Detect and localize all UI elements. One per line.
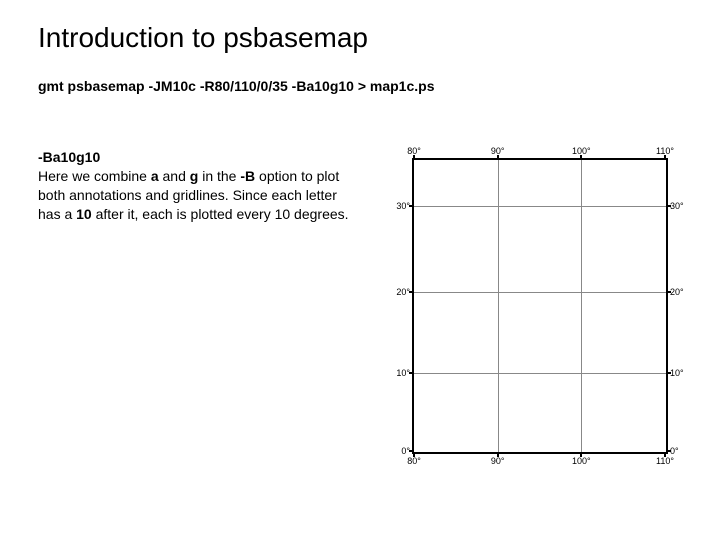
page-title: Introduction to psbasemap bbox=[38, 22, 368, 54]
desc-bold-10: 10 bbox=[76, 206, 92, 222]
desc-text: and bbox=[159, 168, 190, 184]
x-axis-label: 80° bbox=[407, 146, 421, 156]
slide: Introduction to psbasemap gmt psbasemap … bbox=[0, 0, 720, 540]
option-flag: -Ba10g10 bbox=[38, 149, 100, 165]
map-plot: 80°80°90°90°100°100°110°110°0°0°10°10°20… bbox=[390, 144, 690, 484]
description-block: -Ba10g10 Here we combine a and g in the … bbox=[38, 148, 358, 224]
y-axis-label: 0° bbox=[670, 446, 690, 456]
x-axis-label: 110° bbox=[656, 146, 674, 156]
gridline-horizontal bbox=[414, 292, 666, 293]
x-axis-label: 90° bbox=[491, 456, 505, 466]
y-axis-label: 20° bbox=[670, 287, 690, 297]
desc-text: in the bbox=[198, 168, 240, 184]
desc-bold-a: a bbox=[151, 168, 159, 184]
x-axis-label: 100° bbox=[572, 456, 591, 466]
y-axis-label: 0° bbox=[390, 446, 410, 456]
desc-bold-B: -B bbox=[240, 168, 255, 184]
desc-text: after it, each is plotted every 10 degre… bbox=[92, 206, 349, 222]
gridline-horizontal bbox=[414, 373, 666, 374]
gridline-horizontal bbox=[414, 206, 666, 207]
y-axis-label: 20° bbox=[390, 287, 410, 297]
x-axis-label: 100° bbox=[572, 146, 591, 156]
gridline-vertical bbox=[498, 160, 499, 452]
desc-text: Here we combine bbox=[38, 168, 151, 184]
y-axis-label: 30° bbox=[390, 201, 410, 211]
gridline-vertical bbox=[581, 160, 582, 452]
x-axis-label: 80° bbox=[407, 456, 421, 466]
y-axis-label: 30° bbox=[670, 201, 690, 211]
plot-frame: 80°80°90°90°100°100°110°110°0°0°10°10°20… bbox=[412, 158, 668, 454]
x-axis-label: 110° bbox=[656, 456, 674, 466]
x-axis-label: 90° bbox=[491, 146, 505, 156]
y-axis-label: 10° bbox=[670, 368, 690, 378]
y-axis-label: 10° bbox=[390, 368, 410, 378]
command-line: gmt psbasemap -JM10c -R80/110/0/35 -Ba10… bbox=[38, 78, 434, 94]
